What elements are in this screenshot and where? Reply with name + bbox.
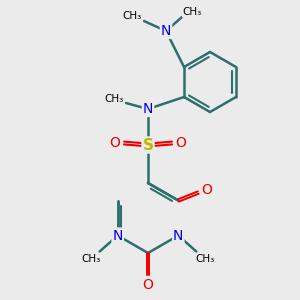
Text: CH₃: CH₃	[81, 254, 100, 263]
Text: CH₃: CH₃	[122, 11, 142, 21]
Text: N: N	[143, 102, 153, 116]
Text: O: O	[176, 136, 186, 150]
Text: CH₃: CH₃	[182, 7, 202, 17]
Text: N: N	[161, 24, 171, 38]
Text: S: S	[142, 137, 154, 152]
Text: O: O	[110, 136, 120, 150]
Text: CH₃: CH₃	[104, 94, 124, 104]
Text: O: O	[201, 184, 212, 197]
Text: N: N	[173, 229, 184, 242]
Text: CH₃: CH₃	[196, 254, 215, 263]
Text: N: N	[112, 229, 123, 242]
Text: O: O	[142, 278, 153, 292]
